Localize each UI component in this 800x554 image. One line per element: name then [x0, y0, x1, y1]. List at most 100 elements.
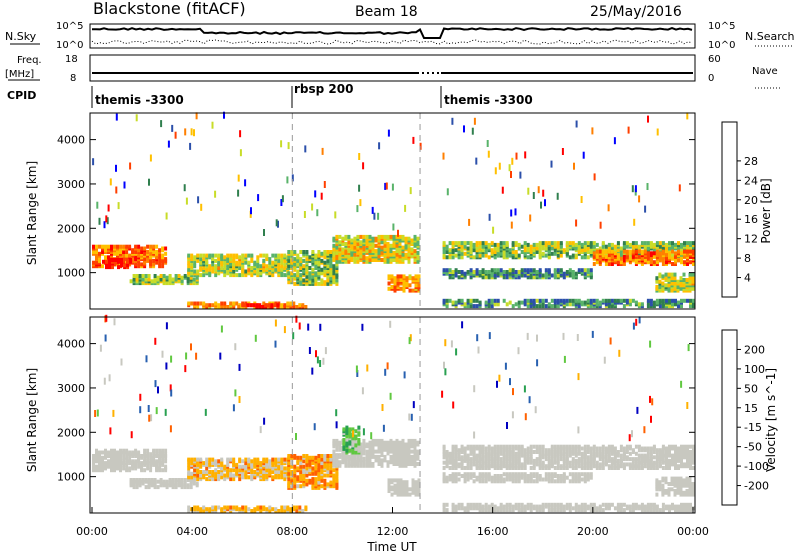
echo-cell: [544, 451, 548, 456]
echo-cell: [283, 457, 287, 462]
echo-cell: [161, 468, 165, 473]
echo-cell: [262, 253, 266, 258]
echo-cell: [514, 241, 518, 246]
echo-cell: [132, 277, 136, 282]
echo-cell: [280, 264, 284, 269]
echo-cell: [668, 304, 671, 309]
freq-tick-top: 18: [65, 54, 78, 65]
echo-cell: [589, 298, 593, 303]
echo-cell: [673, 286, 677, 291]
echo-cell: [305, 482, 309, 487]
echo-cell: [468, 218, 471, 226]
echo-cell: [259, 461, 263, 466]
echo-cell: [338, 247, 342, 252]
echo-cell: [577, 298, 581, 303]
echo-cell: [386, 242, 390, 246]
echo-cell: [490, 451, 494, 456]
echo-cell: [298, 303, 302, 308]
echo-cell: [416, 259, 420, 264]
echo-cell: [271, 260, 275, 265]
echo-cell: [490, 241, 494, 246]
echo-cell: [229, 273, 233, 278]
echo-cell: [374, 454, 378, 459]
echo-cell: [102, 259, 105, 264]
echo-cell: [544, 271, 548, 276]
echo-cell: [95, 260, 98, 265]
echo-cell: [329, 257, 333, 262]
echo-cell: [484, 250, 488, 254]
echo-cell: [293, 464, 297, 469]
echo-cell: [493, 268, 497, 273]
echo-cell: [667, 482, 671, 486]
echo-cell: [146, 452, 150, 457]
echo-cell: [484, 275, 488, 280]
echo-cell: [155, 452, 159, 457]
echo-cell: [332, 264, 336, 269]
echo-cell: [115, 186, 118, 194]
echo-cell: [104, 248, 107, 253]
echo-cell: [220, 305, 224, 309]
echo-cell: [544, 464, 548, 469]
echo-cell: [345, 441, 349, 446]
echo-cell: [565, 475, 569, 480]
echo-cell: [131, 248, 135, 253]
echo-cell: [619, 448, 623, 453]
echo-cell: [238, 273, 242, 278]
echo-cell: [481, 462, 485, 467]
echo-cell: [475, 241, 479, 246]
echo-cell: [113, 454, 116, 458]
echo-cell: [562, 271, 566, 276]
echo-cell: [535, 479, 539, 484]
echo-cell: [280, 509, 284, 513]
echo-cell: [196, 253, 200, 258]
echo-cell: [341, 247, 345, 252]
echo-cell: [280, 473, 284, 478]
echo-cell: [268, 260, 272, 265]
echo-cell: [562, 444, 566, 449]
echo-cell: [190, 471, 194, 476]
echo-cell: [195, 275, 199, 280]
echo-cell: [226, 266, 230, 270]
echo-cell: [472, 298, 476, 303]
echo-cell: [671, 453, 674, 458]
echo-cell: [419, 142, 422, 150]
echo-cell: [655, 276, 659, 281]
echo-cell: [472, 248, 476, 253]
echo-cell: [580, 242, 584, 247]
echo-cell: [595, 450, 599, 454]
echo-cell: [417, 283, 421, 288]
echo-cell: [592, 251, 596, 256]
echo-cell: [128, 466, 132, 471]
echo-cell: [680, 251, 683, 256]
echo-cell: [223, 505, 227, 510]
echo-cell: [652, 254, 656, 259]
echo-cell: [217, 271, 221, 276]
echo-cell: [487, 273, 491, 278]
echo-cell: [457, 241, 461, 246]
echo-cell: [320, 457, 324, 462]
echo-cell: [511, 304, 515, 309]
echo-cell: [404, 243, 408, 248]
echo-cell: [658, 279, 662, 284]
echo-cell: [235, 462, 239, 467]
echo-cell: [217, 459, 221, 464]
echo-cell: [541, 477, 545, 482]
echo-cell: [652, 466, 656, 470]
echo-cell: [256, 505, 260, 510]
echo-cell: [380, 438, 384, 443]
echo-cell: [655, 260, 659, 265]
echo-cell: [544, 199, 546, 207]
echo-cell: [129, 258, 133, 262]
echo-cell: [410, 462, 414, 466]
echo-cell: [457, 462, 461, 467]
echo-cell: [592, 444, 596, 449]
echo-cell: [107, 450, 110, 455]
echo-cell: [679, 476, 683, 481]
echo-cell: [371, 462, 375, 466]
echo-cell: [523, 466, 527, 470]
echo-cell: [595, 242, 599, 247]
echo-cell: [577, 450, 581, 454]
echo-cell: [589, 241, 593, 246]
echo-cell: [508, 448, 512, 453]
echo-cell: [460, 466, 464, 470]
